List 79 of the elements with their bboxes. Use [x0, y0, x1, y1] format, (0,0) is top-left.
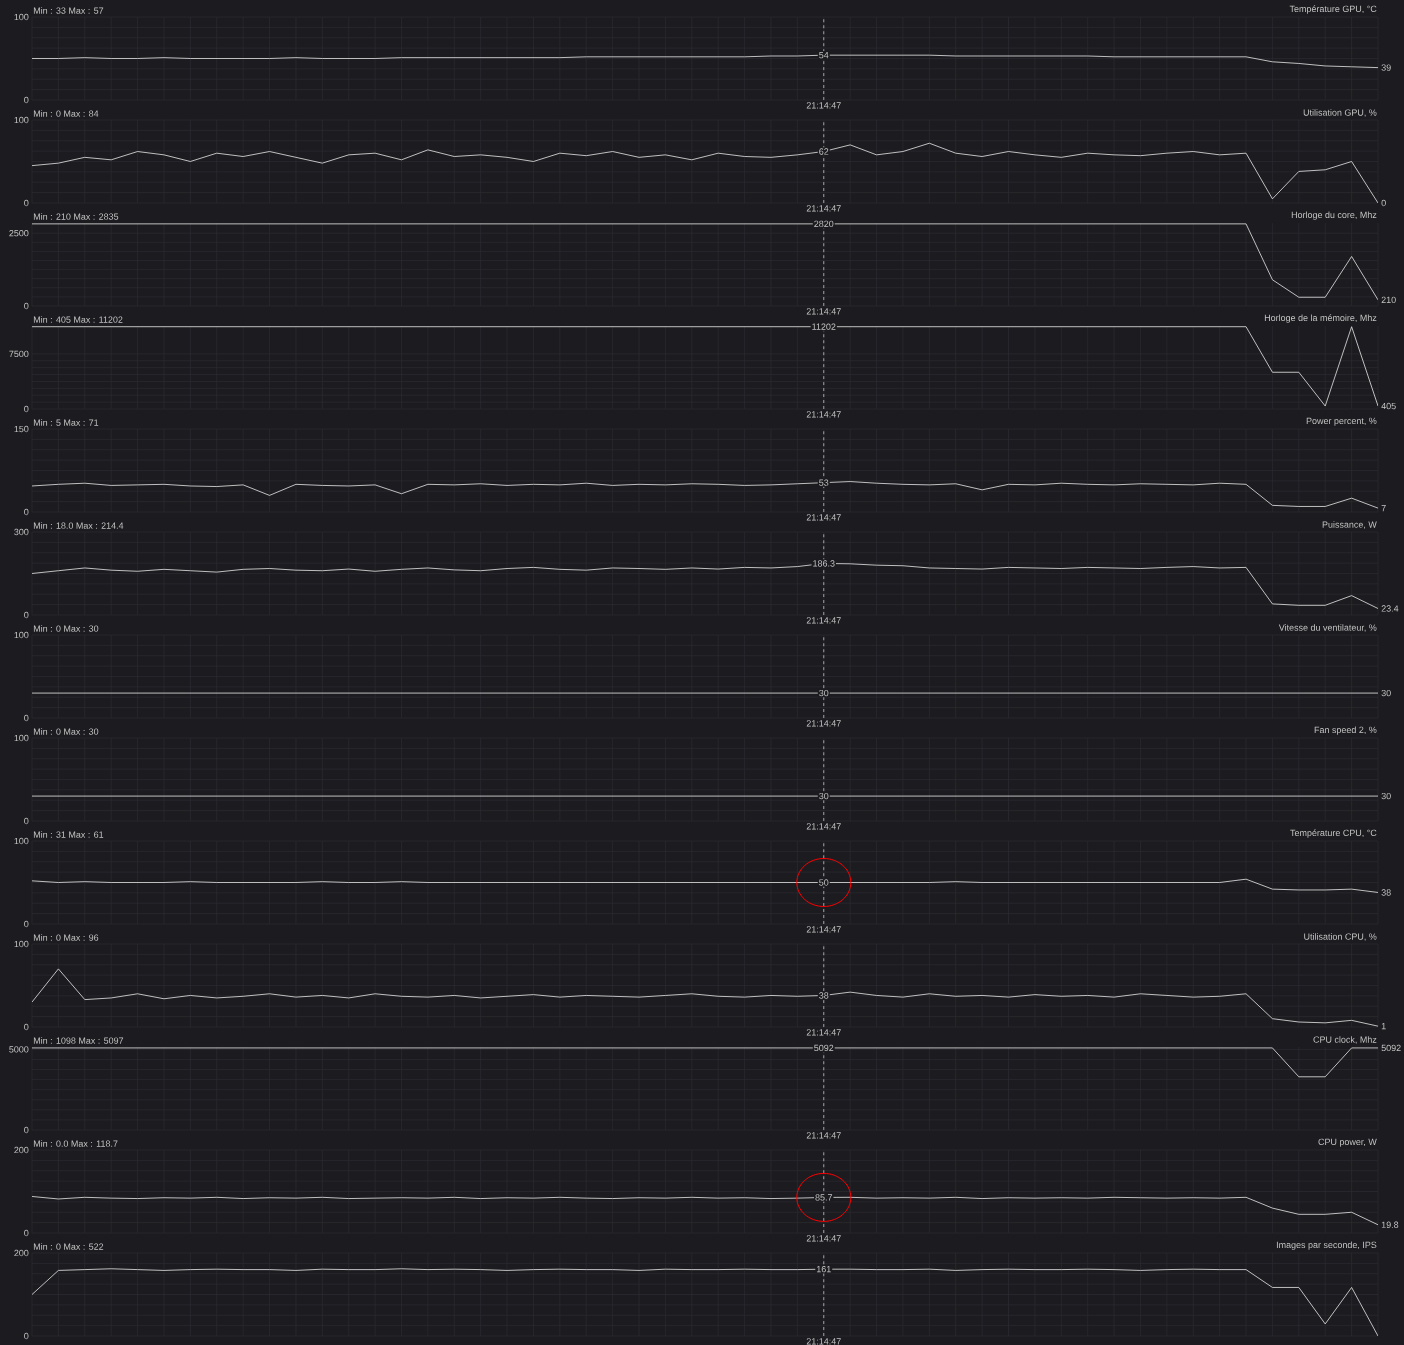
y-tick-label: 300 — [14, 528, 29, 536]
chart-title: Fan speed 2, % — [1314, 726, 1377, 735]
chart-title: Utilisation GPU, % — [1303, 109, 1377, 117]
y-tick-label: 100 — [14, 631, 29, 639]
chart-title: CPU power, W — [1318, 1138, 1377, 1147]
chart-title: Température GPU, °C — [1289, 5, 1377, 14]
y-tick-label: 100 — [14, 837, 29, 845]
text: 21:14:47 — [806, 1338, 841, 1345]
data-label: 23.4 — [1381, 605, 1399, 612]
y-tick-label: 2500 — [9, 230, 29, 237]
y-tick-label: 0 — [24, 1126, 29, 1134]
chart-subtitle: Min : 0 Max : 96 — [33, 934, 99, 941]
chart-subtitle: Min : 0 Max : 30 — [33, 728, 99, 735]
chart-title: Utilisation CPU, % — [1304, 933, 1377, 941]
chart-title: Power percent, % — [1306, 417, 1377, 426]
text: 21:14:47 — [806, 102, 841, 109]
y-tick-label: 0 — [24, 1023, 29, 1031]
text: 21:14:47 — [806, 1235, 841, 1242]
data-label: 38 — [1381, 889, 1391, 896]
data-label: 30 — [1381, 792, 1391, 800]
data-label: 0 — [1381, 199, 1386, 207]
data-label: 405 — [1381, 402, 1396, 410]
y-tick-label: 5000 — [9, 1046, 29, 1053]
y-tick-label: 100 — [14, 734, 29, 742]
text: 21:14:47 — [806, 514, 841, 521]
data-label: 7 — [1381, 505, 1386, 512]
text: 21:14:47 — [806, 411, 841, 418]
data-label: 30 — [1381, 689, 1391, 697]
y-tick-label: 0 — [24, 1332, 29, 1340]
y-tick-label: 0 — [24, 302, 29, 310]
y-tick-label: 100 — [14, 116, 29, 124]
y-tick-label: 0 — [24, 920, 29, 928]
y-tick-label: 7500 — [9, 350, 29, 358]
chart-subtitle: Min : 0 Max : 84 — [33, 110, 99, 117]
text: 21:14:47 — [806, 205, 841, 212]
y-tick-label: 0 — [24, 817, 29, 825]
y-tick-label: 0 — [24, 199, 29, 207]
chart-title: CPU clock, Mhz — [1313, 1036, 1377, 1044]
y-tick-label: 0 — [24, 611, 29, 619]
text: 21:14:47 — [806, 720, 841, 727]
y-tick-label: 0 — [24, 1229, 29, 1237]
y-tick-label: 200 — [14, 1249, 29, 1257]
text: 21:14:47 — [806, 1132, 841, 1139]
y-tick-label: 200 — [14, 1146, 29, 1154]
chart-subtitle: Min : 210 Max : 2835 — [33, 213, 119, 220]
y-tick-label: 100 — [14, 940, 29, 948]
chart-title: Images par seconde, IPS — [1276, 1241, 1377, 1250]
data-label: 30 — [819, 792, 829, 800]
chart-subtitle: Min : 18.0 Max : 214.4 — [33, 522, 124, 529]
chart-subtitle: Min : 0.0 Max : 118.7 — [33, 1140, 118, 1147]
chart-title: Vitesse du ventilateur, % — [1278, 624, 1377, 632]
text: 21:14:47 — [806, 308, 841, 315]
chart-title: Horloge du core, Mhz — [1291, 211, 1377, 220]
y-tick-label: 0 — [24, 714, 29, 722]
y-tick-label: 100 — [14, 13, 29, 21]
chart-subtitle: Min : 0 Max : 30 — [33, 625, 99, 632]
data-label: 1 — [1381, 1023, 1386, 1030]
text: 21:14:47 — [806, 926, 841, 933]
chart-subtitle: Min : 405 Max : 11202 — [33, 316, 123, 323]
y-tick-label: 0 — [24, 96, 29, 104]
data-label: 5092 — [1381, 1044, 1401, 1052]
y-tick-label: 0 — [24, 508, 29, 516]
chart-title: Puissance, W — [1322, 521, 1377, 529]
data-label: 30 — [819, 689, 829, 697]
chart-subtitle: Min : 0 Max : 522 — [33, 1243, 104, 1250]
chart-subtitle: Min : 33 Max : 57 — [33, 7, 104, 14]
chart-title: Température CPU, °C — [1290, 829, 1377, 838]
data-label: 39 — [1381, 64, 1391, 71]
chart-subtitle: Min : 31 Max : 61 — [33, 831, 104, 838]
y-tick-label: 150 — [14, 425, 29, 433]
text: 21:14:47 — [806, 1029, 841, 1036]
data-label: 210 — [1381, 296, 1396, 304]
chart-title: Horloge de la mémoire, Mhz — [1264, 314, 1377, 323]
text: 21:14:47 — [806, 617, 841, 624]
y-tick-label: 0 — [24, 405, 29, 413]
text: 21:14:47 — [806, 823, 841, 830]
data-label: 19.8 — [1381, 1221, 1399, 1228]
chart-subtitle: Min : 1098 Max : 5097 — [33, 1037, 124, 1044]
chart-subtitle: Min : 5 Max : 71 — [33, 419, 99, 426]
